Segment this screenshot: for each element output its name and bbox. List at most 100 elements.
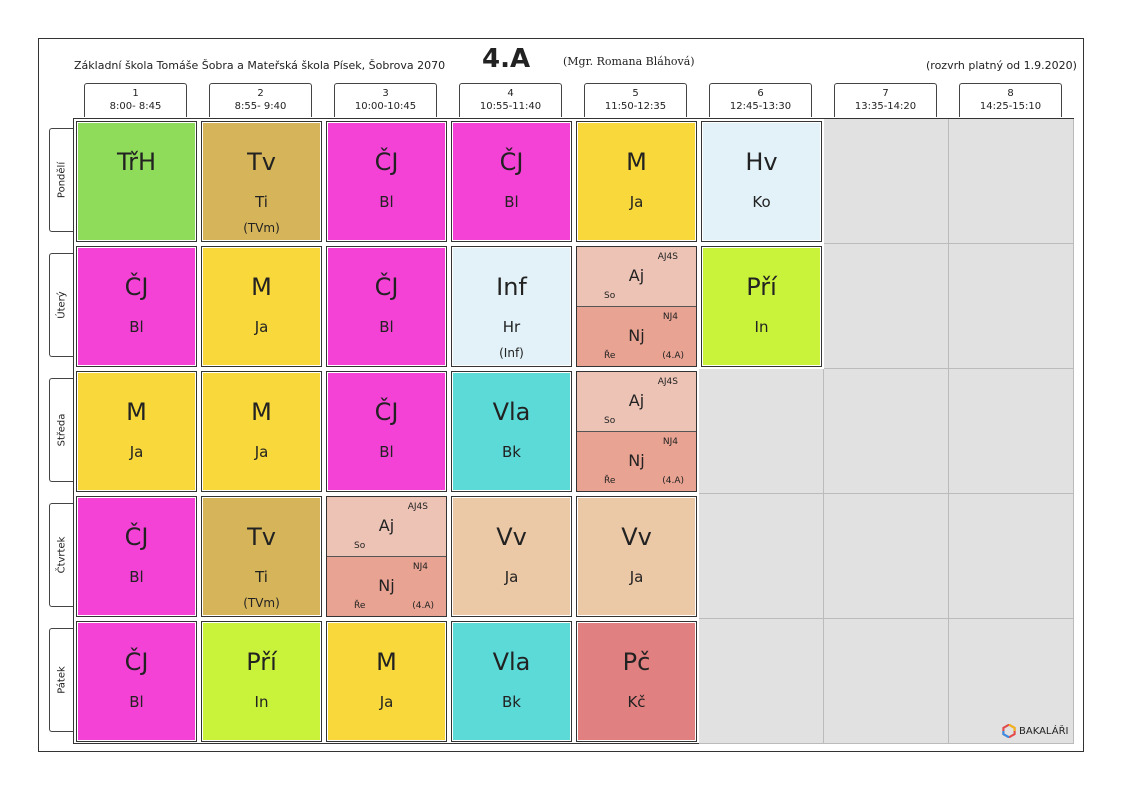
empty-slot xyxy=(949,369,1074,494)
lesson-subject: ČJ xyxy=(374,398,399,426)
group-subject: Nj xyxy=(628,450,645,470)
lesson-subject: ČJ xyxy=(124,273,149,301)
page-frame xyxy=(38,38,1084,752)
day-label: Úterý xyxy=(56,291,67,319)
lesson-cell: ČJ Bl xyxy=(76,496,197,617)
lesson-teacher: Ja xyxy=(629,568,644,586)
lesson-subject: Vv xyxy=(496,523,527,551)
group-lesson: Nj NJ4 Ře (4.A) xyxy=(577,431,696,491)
lesson-subject: ČJ xyxy=(374,148,399,176)
empty-slot xyxy=(824,119,949,244)
bakalari-logo-text: BAKALÁŘI xyxy=(1019,725,1069,737)
lesson-teacher: Bk xyxy=(502,443,521,461)
hour-header: 6 12:45-13:30 xyxy=(709,83,812,117)
lesson-cell: Pří In xyxy=(701,246,822,367)
group-subject: Nj xyxy=(378,575,395,595)
hour-number: 7 xyxy=(882,88,889,99)
day-label: Čtvrtek xyxy=(56,536,67,574)
lesson-teacher: Bl xyxy=(379,443,394,461)
lesson-subject: Vv xyxy=(621,523,652,551)
lesson-teacher: Bl xyxy=(129,693,144,711)
schedule-validity: (rozvrh platný od 1.9.2020) xyxy=(926,59,1077,72)
lesson-subject: Vla xyxy=(492,648,531,676)
lesson-teacher: Ja xyxy=(254,318,269,336)
empty-slot xyxy=(699,619,824,744)
lesson-teacher: Kč xyxy=(627,693,646,711)
empty-slot xyxy=(824,244,949,369)
hour-time: 13:35-14:20 xyxy=(854,101,917,112)
lesson-subject: ČJ xyxy=(499,148,524,176)
group-name: AJ4S xyxy=(657,377,678,387)
lesson-cell: ČJ Bl xyxy=(451,121,572,242)
group-name: AJ4S xyxy=(407,502,428,512)
lesson-subject: M xyxy=(626,148,647,176)
lesson-subject: Pří xyxy=(246,648,277,676)
lesson-teacher: Ja xyxy=(504,568,519,586)
hour-header: 3 10:00-10:45 xyxy=(334,83,437,117)
lesson-subject: ČJ xyxy=(124,523,149,551)
empty-slot xyxy=(824,494,949,619)
lesson-cell: ČJ Bl xyxy=(326,246,447,367)
lesson-room: (TVm) xyxy=(243,596,280,610)
group-subject: Aj xyxy=(628,391,645,410)
hour-number: 8 xyxy=(1007,88,1014,99)
hour-time: 10:00-10:45 xyxy=(354,101,417,112)
bakalari-logo: BAKALÁŘI xyxy=(1002,724,1068,738)
lesson-cell: Aj AJ4S So Nj NJ4 Ře (4.A) xyxy=(326,496,447,617)
hour-time: 10:55-11:40 xyxy=(479,101,542,112)
group-lesson: Aj AJ4S So xyxy=(577,372,696,432)
lesson-subject: M xyxy=(251,273,272,301)
lesson-subject: Tv xyxy=(247,148,276,176)
lesson-teacher: Bl xyxy=(129,568,144,586)
lesson-cell: M Ja xyxy=(201,246,322,367)
lesson-cell: Pří In xyxy=(201,621,322,742)
hour-header: 5 11:50-12:35 xyxy=(584,83,687,117)
group-teacher: Ře xyxy=(354,601,366,611)
lesson-subject: Tv xyxy=(247,523,276,551)
day-header: Pondělí xyxy=(49,128,73,232)
lesson-subject: ČJ xyxy=(374,273,399,301)
group-teacher: So xyxy=(354,540,366,551)
lesson-teacher: Bl xyxy=(129,318,144,336)
hour-header: 7 13:35-14:20 xyxy=(834,83,937,117)
lesson-cell: TřH xyxy=(76,121,197,242)
hour-number: 5 xyxy=(632,88,639,99)
lesson-subject: M xyxy=(376,648,397,676)
school-name: Základní škola Tomáše Šobra a Mateřská š… xyxy=(74,59,446,72)
lesson-teacher: In xyxy=(754,318,769,336)
empty-slot xyxy=(949,119,1074,244)
lesson-teacher: Hr xyxy=(502,318,521,336)
lesson-subject: M xyxy=(251,398,272,426)
lesson-cell: Vv Ja xyxy=(451,496,572,617)
lesson-teacher: Bl xyxy=(379,193,394,211)
group-room: (4.A) xyxy=(412,601,434,611)
group-name: NJ4 xyxy=(412,561,428,572)
group-subject: Aj xyxy=(378,516,395,535)
lesson-teacher: Ja xyxy=(129,443,144,461)
lesson-teacher: Ja xyxy=(379,693,394,711)
lesson-cell: ČJ Bl xyxy=(76,621,197,742)
hour-time: 8:00- 8:45 xyxy=(109,101,162,112)
hour-number: 3 xyxy=(382,88,389,99)
hour-time: 8:55- 9:40 xyxy=(234,101,287,112)
group-teacher: So xyxy=(604,415,616,426)
empty-slot xyxy=(949,494,1074,619)
lesson-subject: M xyxy=(126,398,147,426)
lesson-cell: ČJ Bl xyxy=(326,371,447,492)
timetable-grid: TřH Tv Ti (TVm) ČJ Bl ČJ Bl M Ja Hv Ko ČJ Bl M Ja ČJ Bl In… xyxy=(73,118,1074,744)
hour-number: 6 xyxy=(757,88,764,99)
lesson-cell: Tv Ti (TVm) xyxy=(201,496,322,617)
lesson-teacher: Ti xyxy=(255,568,268,586)
group-lesson: Nj NJ4 Ře (4.A) xyxy=(577,306,696,366)
lesson-subject: Inf xyxy=(496,273,527,301)
lesson-cell: ČJ Bl xyxy=(326,121,447,242)
lesson-cell: M Ja xyxy=(76,371,197,492)
lesson-cell: M Ja xyxy=(576,121,697,242)
lesson-cell: Vla Bk xyxy=(451,371,572,492)
group-name: NJ4 xyxy=(662,436,678,447)
empty-slot xyxy=(824,619,949,744)
empty-slot xyxy=(949,619,1074,744)
lesson-teacher: Ko xyxy=(752,193,771,211)
group-lesson: Nj NJ4 Ře (4.A) xyxy=(327,556,446,616)
lesson-cell: Inf Hr (Inf) xyxy=(451,246,572,367)
